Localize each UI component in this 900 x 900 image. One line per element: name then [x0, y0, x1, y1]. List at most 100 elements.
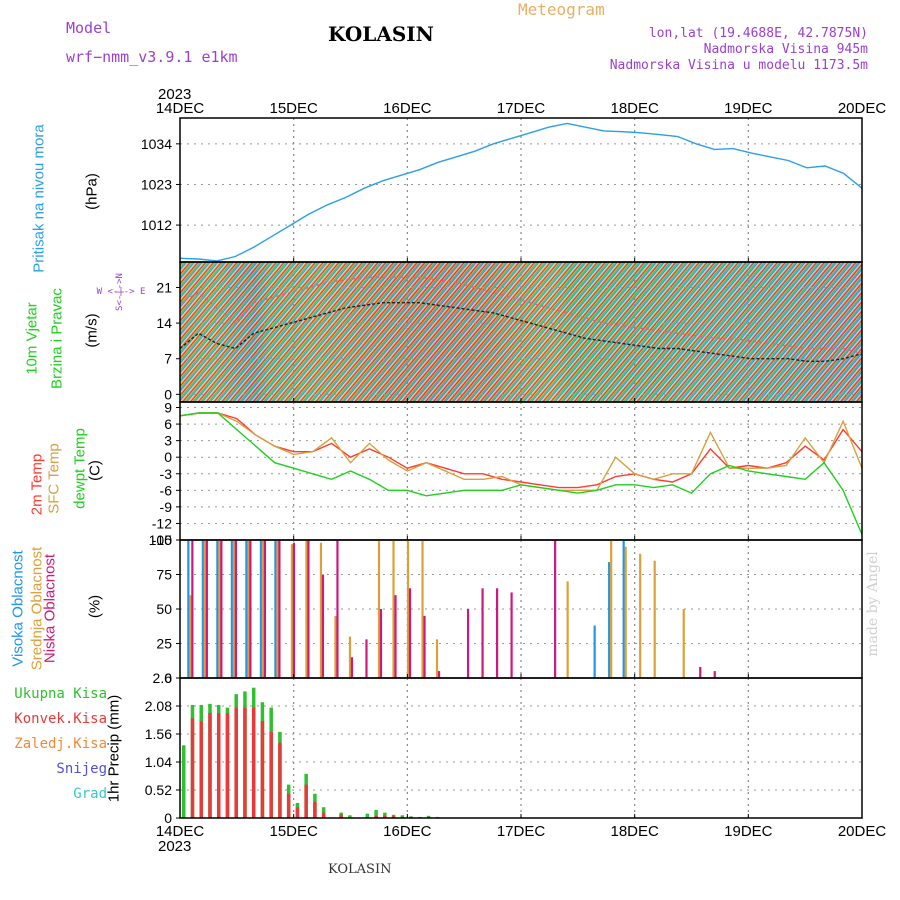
x-tick-label-bottom: 16DEC	[383, 823, 432, 840]
y-tick-label: -9	[160, 499, 173, 515]
precip-title-5: Grad	[73, 786, 107, 802]
bar-0-5	[259, 540, 263, 678]
bar-1-29	[610, 540, 613, 678]
y-tick-label: 1023	[141, 176, 172, 192]
bar-0-3	[230, 540, 233, 678]
bar-1-6	[234, 707, 238, 818]
bar-1-18	[339, 814, 343, 818]
y-tick-label: 21	[156, 279, 172, 295]
x-tick-label-bottom: 19DEC	[724, 823, 773, 840]
bar-0-4	[245, 540, 248, 678]
bar-0-23	[383, 812, 387, 818]
panel-frame	[179, 401, 863, 541]
x-tick-label-bottom: 17DEC	[497, 823, 546, 840]
bar-1-17	[435, 639, 439, 678]
wind-barb-hatch	[180, 262, 862, 402]
y-tick-label: 0	[164, 810, 172, 826]
x-tick-label-top: 19DEC	[724, 100, 773, 117]
bar-0-29	[608, 562, 611, 678]
bar-0-0	[187, 540, 190, 678]
bar-2-25	[554, 540, 557, 678]
bar-1-34	[682, 609, 685, 678]
x-tick-label-top: 16DEC	[383, 100, 432, 117]
y-tick-label: 75	[156, 567, 172, 583]
station-title: KOLASIN	[328, 22, 434, 46]
y-tick-label: 25	[156, 636, 172, 652]
bar-2-6	[278, 540, 281, 678]
y-tick-label: 50	[156, 601, 172, 617]
bar-2-19	[466, 609, 470, 678]
bar-1-3	[232, 540, 235, 678]
bar-1-30	[624, 546, 627, 678]
bar-1-14	[392, 540, 395, 678]
x-tick-label-top: 14DEC	[156, 100, 205, 117]
x-tick-label-top: 18DEC	[610, 100, 659, 117]
bar-1-9	[319, 542, 323, 678]
y-tick-label: 0	[164, 449, 172, 465]
year-top: 2023	[158, 86, 192, 103]
bar-2-11	[350, 657, 354, 678]
bar-2-36	[713, 671, 716, 678]
bar-2-15	[408, 588, 412, 678]
bar-0-28	[593, 625, 596, 678]
altitude-label: Nadmorska Visina 945m	[703, 42, 868, 57]
y-tick-label: 14	[156, 315, 172, 331]
y-tick-label: -6	[160, 482, 173, 498]
bar-0-22	[374, 809, 378, 818]
y-tick-label: 9	[164, 400, 172, 416]
bar-2-4	[249, 540, 252, 678]
footer-station: KOLASIN	[328, 862, 392, 877]
bar-2-13	[379, 609, 383, 678]
bar-1-13	[377, 540, 381, 678]
bar-1-2	[218, 540, 221, 678]
y-tick-label: 1012	[141, 217, 172, 233]
bar-0-30	[622, 540, 625, 678]
y-tick-label: 100	[149, 532, 173, 548]
y-tick-label: 1034	[141, 136, 172, 152]
bar-1-13	[295, 807, 300, 818]
bar-2-14	[394, 595, 397, 678]
bar-2-20	[481, 588, 484, 678]
y-tick-label: 0.52	[145, 782, 172, 798]
panel-frame	[179, 677, 863, 819]
bar-1-11	[348, 636, 352, 678]
y-tick-label: -3	[160, 466, 173, 482]
x-tick-label-bottom: 15DEC	[269, 823, 318, 840]
bar-1-7	[243, 707, 247, 818]
series-line-1	[179, 276, 863, 355]
bar-1-31	[639, 553, 642, 678]
bar-2-35	[699, 666, 702, 678]
year-bottom: 2023	[158, 838, 192, 855]
bar-2-8	[307, 540, 310, 678]
series-line-0	[179, 122, 863, 262]
bar-1-16	[421, 540, 424, 678]
bar-0-2	[216, 540, 219, 678]
precip-title-2: Konvek.Kisa	[14, 711, 107, 727]
bar-1-8	[251, 707, 256, 818]
series-line-0	[179, 302, 863, 362]
lonlat-label: lon,lat (19.4688E, 42.7875N)	[648, 26, 868, 41]
bar-2-1	[205, 540, 208, 678]
meteogram-title: Meteogram	[518, 0, 605, 19]
x-tick-label-bottom: 18DEC	[610, 823, 659, 840]
y-tick-label: 6	[164, 416, 172, 432]
x-tick-label-top: 17DEC	[497, 100, 546, 117]
series-line-2	[179, 412, 863, 535]
bar-0-25	[400, 815, 405, 818]
bar-0-1	[201, 540, 204, 678]
bar-1-24	[391, 816, 396, 818]
bar-0-21	[365, 813, 370, 818]
x-tick-label-bottom: 20DEC	[838, 823, 887, 840]
bar-0-0	[182, 745, 186, 818]
y-tick-label: 3	[164, 433, 172, 449]
bar-1-5	[225, 713, 230, 818]
bar-1-7	[290, 544, 294, 678]
series-line-0	[179, 412, 863, 489]
model-name: wrf−nmm_v3.9.1 e1km	[66, 48, 238, 66]
bar-1-32	[653, 560, 656, 678]
bar-1-8	[305, 540, 308, 678]
bar-0-6	[274, 540, 277, 678]
bar-1-6	[276, 540, 279, 678]
bar-0-19	[348, 815, 352, 818]
bar-1-4	[247, 540, 250, 678]
